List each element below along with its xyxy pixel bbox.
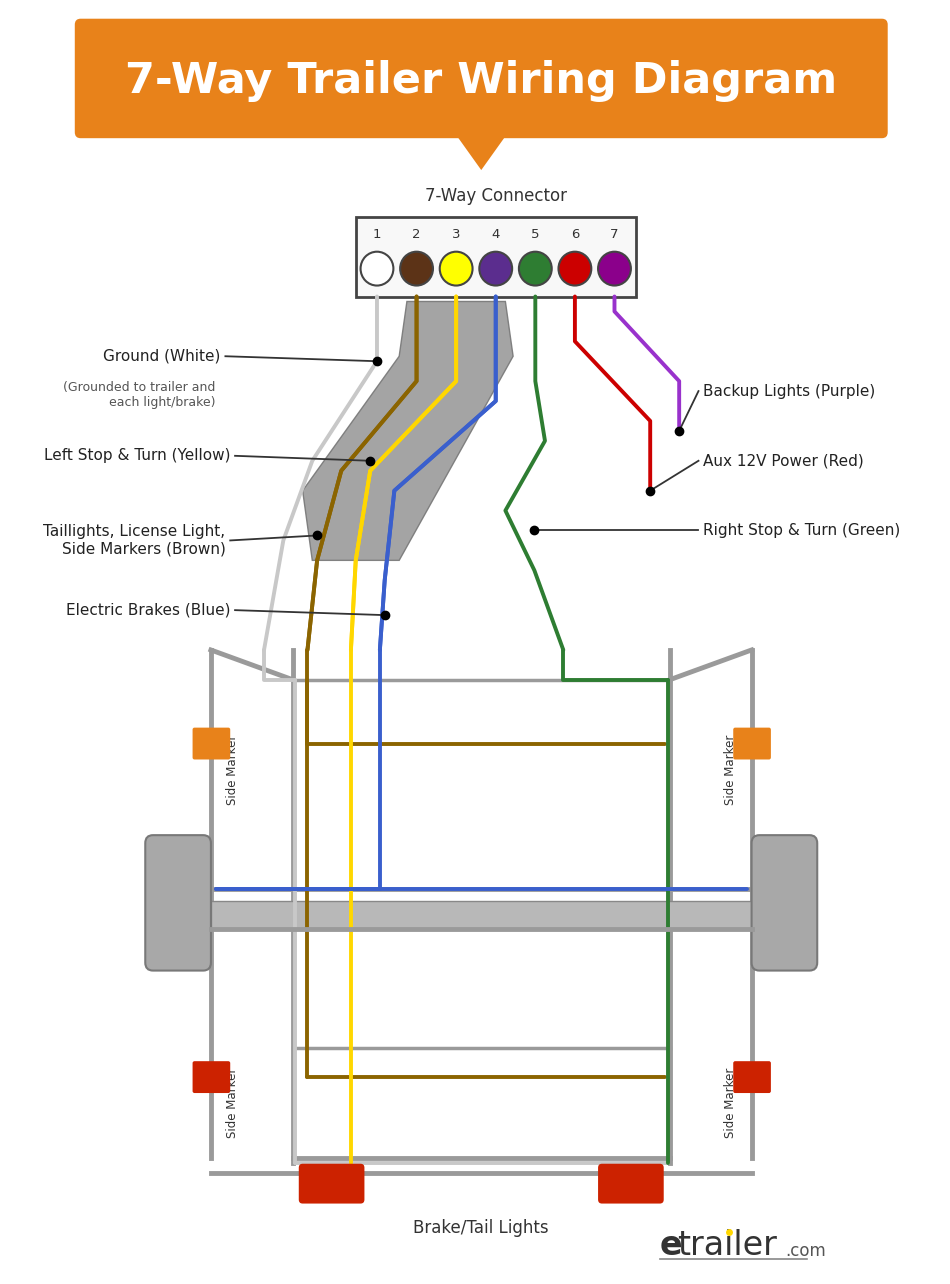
FancyBboxPatch shape <box>751 835 817 971</box>
Text: e: e <box>660 1229 682 1262</box>
Text: Side Marker: Side Marker <box>226 734 238 805</box>
Text: 7: 7 <box>610 227 618 241</box>
FancyBboxPatch shape <box>733 728 770 760</box>
Text: 3: 3 <box>452 227 461 241</box>
Text: Backup Lights (Purple): Backup Lights (Purple) <box>703 384 876 398</box>
Text: Aux 12V Power (Red): Aux 12V Power (Red) <box>703 453 864 469</box>
Text: (Grounded to trailer and
each light/brake): (Grounded to trailer and each light/brak… <box>64 381 216 410</box>
Polygon shape <box>454 132 508 169</box>
Text: Ground (White): Ground (White) <box>104 349 220 363</box>
FancyBboxPatch shape <box>145 835 211 971</box>
Circle shape <box>440 252 472 285</box>
Text: trailer: trailer <box>677 1229 777 1262</box>
Bar <box>355 217 636 297</box>
Text: .com: .com <box>786 1243 826 1261</box>
Text: Left Stop & Turn (Yellow): Left Stop & Turn (Yellow) <box>44 448 230 464</box>
Text: Electric Brakes (Blue): Electric Brakes (Blue) <box>66 602 230 618</box>
Text: 7-Way Trailer Wiring Diagram: 7-Way Trailer Wiring Diagram <box>125 60 837 103</box>
Text: Taillights, License Light,
Side Markers (Brown): Taillights, License Light, Side Markers … <box>44 524 225 557</box>
Text: Right Stop & Turn (Green): Right Stop & Turn (Green) <box>703 523 901 538</box>
Text: Side Marker: Side Marker <box>724 734 737 805</box>
Text: 5: 5 <box>531 227 540 241</box>
Text: Side Marker: Side Marker <box>226 1068 238 1138</box>
Circle shape <box>559 252 591 285</box>
Bar <box>211 901 751 928</box>
Text: Brake/Tail Lights: Brake/Tail Lights <box>413 1220 549 1238</box>
FancyBboxPatch shape <box>598 1163 664 1203</box>
FancyBboxPatch shape <box>193 728 230 760</box>
Text: 1: 1 <box>372 227 381 241</box>
FancyBboxPatch shape <box>75 19 887 139</box>
Circle shape <box>519 252 552 285</box>
Text: 4: 4 <box>491 227 500 241</box>
Circle shape <box>480 252 512 285</box>
Polygon shape <box>303 302 513 560</box>
Circle shape <box>598 252 631 285</box>
FancyBboxPatch shape <box>733 1061 770 1093</box>
Text: 7-Way Connector: 7-Way Connector <box>425 187 567 205</box>
FancyBboxPatch shape <box>193 1061 230 1093</box>
Text: 2: 2 <box>412 227 421 241</box>
Text: Side Marker: Side Marker <box>724 1068 737 1138</box>
FancyBboxPatch shape <box>299 1163 365 1203</box>
Circle shape <box>361 252 393 285</box>
Circle shape <box>400 252 433 285</box>
Text: 6: 6 <box>571 227 579 241</box>
